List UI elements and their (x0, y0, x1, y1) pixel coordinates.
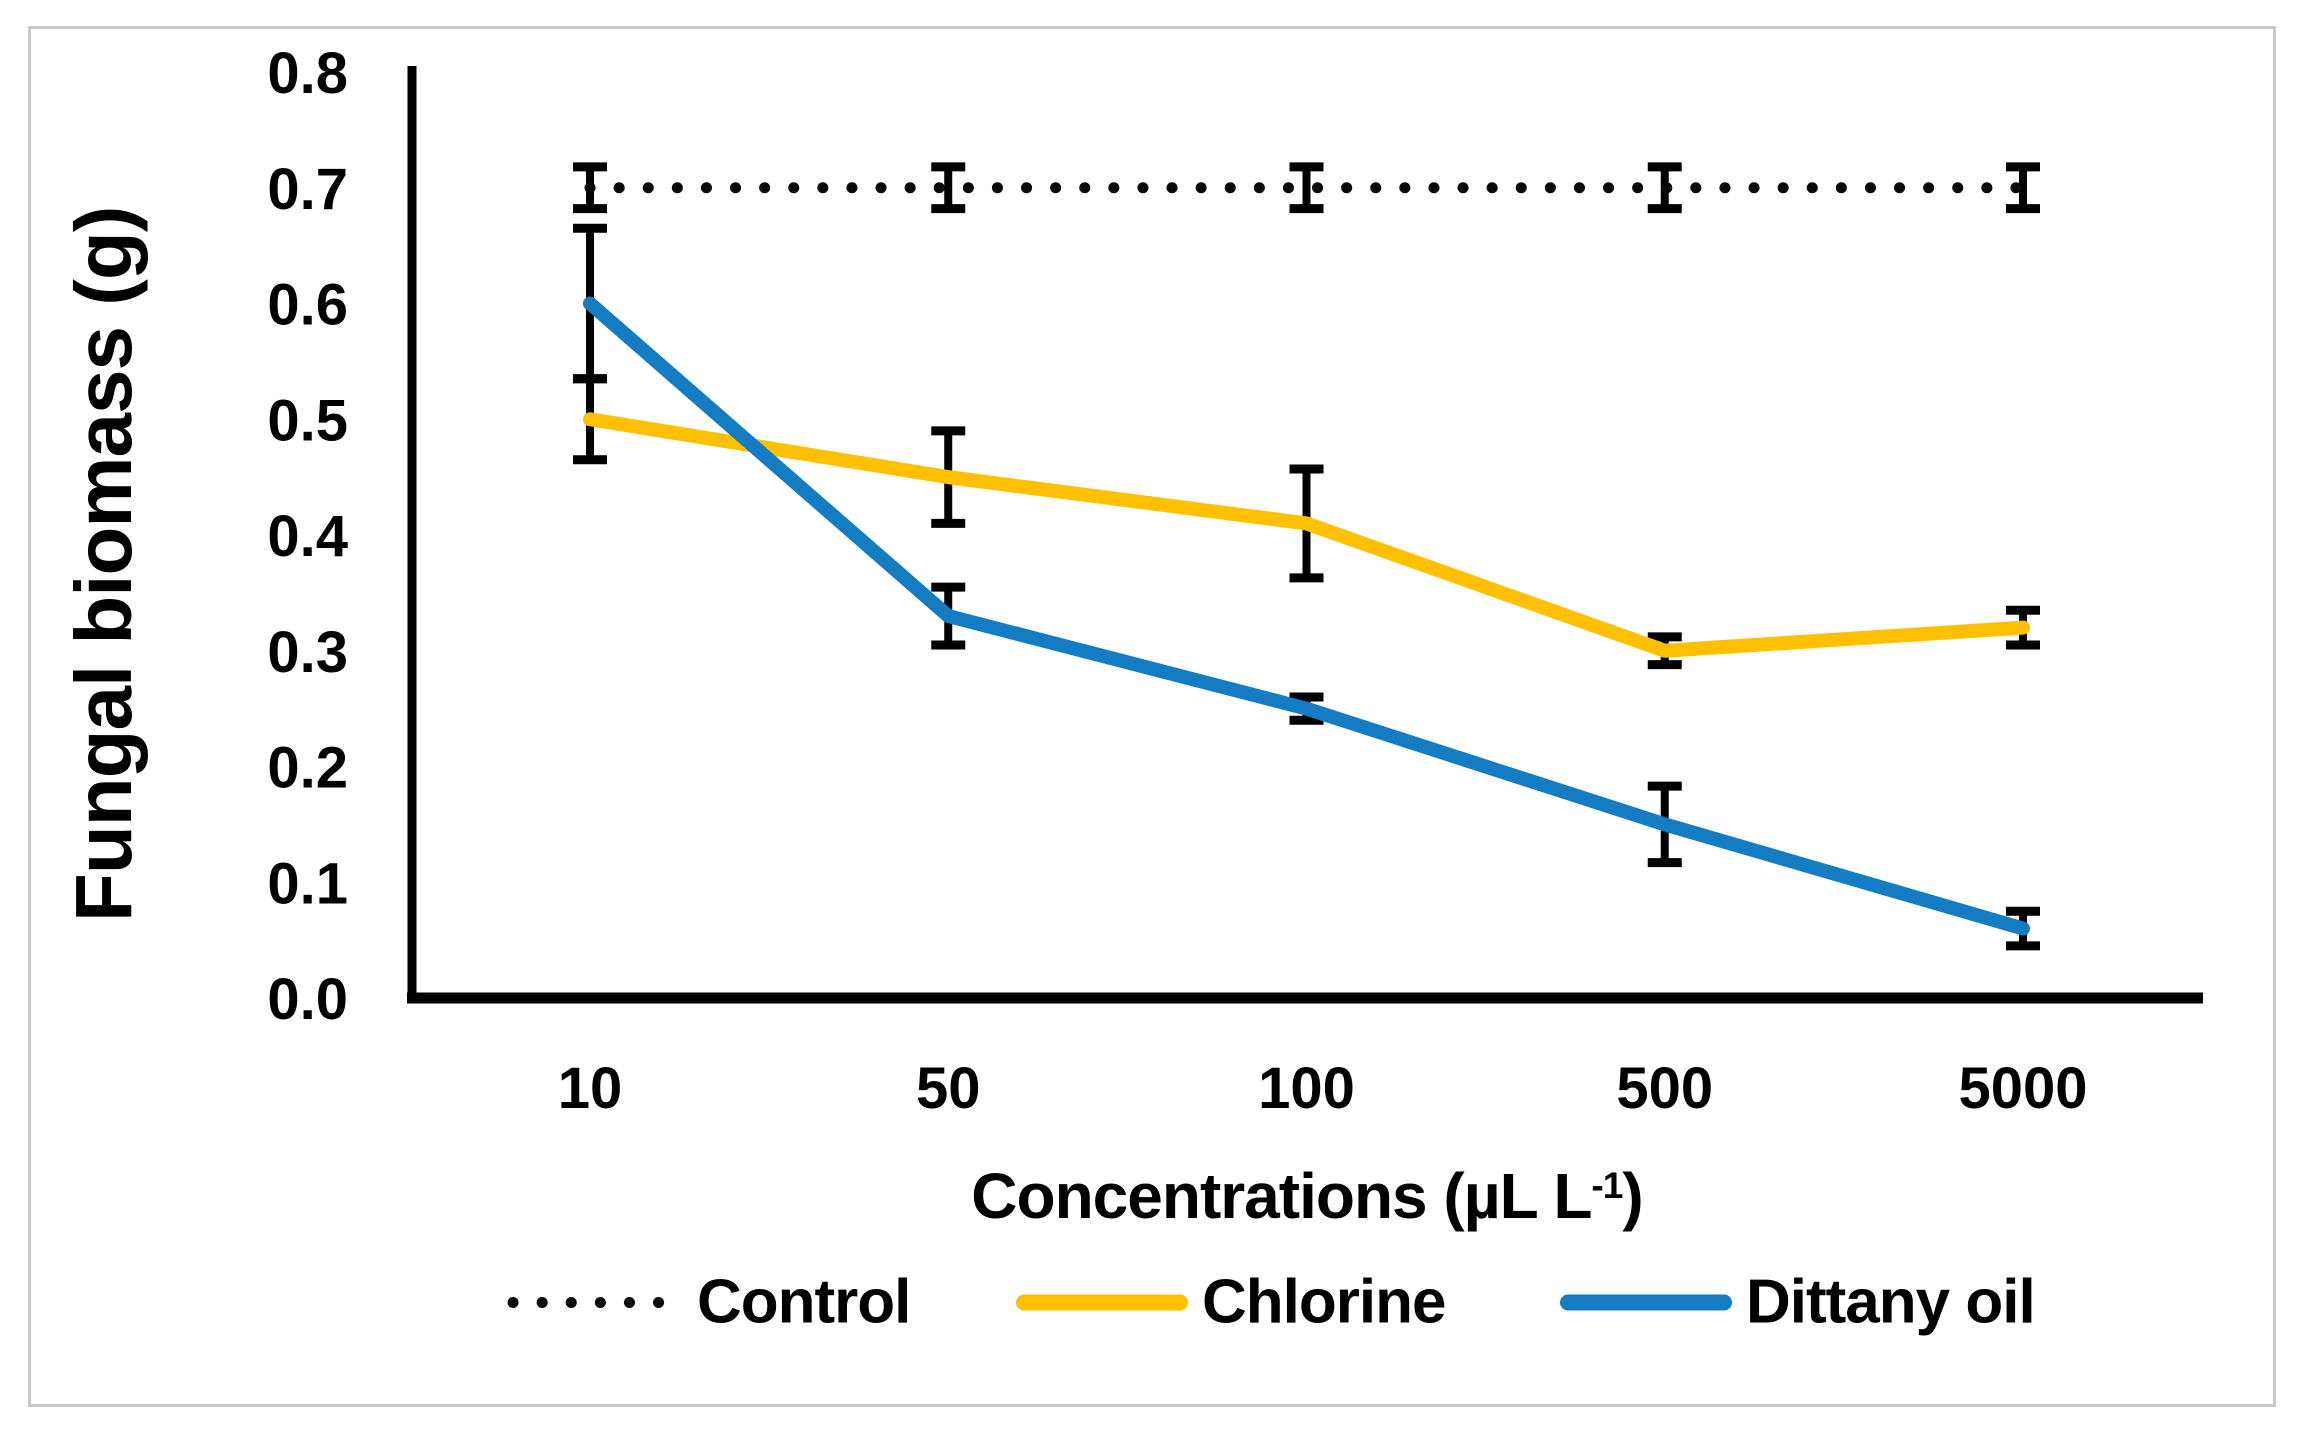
x-axis-title: Concentrations (µL L-1) (971, 1159, 1643, 1233)
x-tick-label: 500 (1616, 1056, 1713, 1121)
legend-item-dittany: Dittany oil (1560, 1267, 2036, 1338)
y-tick-label: 0.2 (267, 736, 348, 801)
dittany-oil-line (583, 296, 2030, 936)
x-tick-label: 5000 (1958, 1056, 2087, 1121)
legend-item-chlorine: Chlorine (1016, 1267, 1446, 1338)
legend-item-control: Control (505, 1267, 911, 1338)
y-tick-label: 0.3 (267, 620, 348, 685)
y-tick-label: 0.1 (267, 851, 348, 916)
x-tick-label: 50 (916, 1056, 981, 1121)
legend-control-line-icon (507, 1296, 681, 1308)
y-tick-label: 0.4 (267, 504, 348, 569)
legend-chlorine-line-icon (1016, 1294, 1188, 1310)
legend-label-control: Control (697, 1267, 911, 1337)
y-tick-label: 0.7 (267, 157, 348, 222)
dittany-oil-error-bars (573, 223, 2040, 951)
x-axis-tick-labels: 10 50 100 500 5000 (558, 1056, 2088, 1121)
y-tick-label: 0.5 (267, 388, 348, 453)
legend-label-dittany: Dittany oil (1746, 1267, 2036, 1337)
chlorine-line (583, 412, 2030, 658)
y-axis-tick-labels: 0.0 0.1 0.2 0.3 0.4 0.5 0.6 0.7 0.8 (267, 41, 348, 1032)
x-tick-label: 100 (1258, 1056, 1355, 1121)
legend-dittany-line-icon (1560, 1294, 1732, 1310)
y-axis-title: Fungal biomass (g) (59, 206, 148, 922)
x-axis-title-superscript: -1 (1591, 1163, 1623, 1206)
y-tick-label: 0.0 (267, 967, 348, 1032)
legend-label-chlorine: Chlorine (1202, 1267, 1446, 1337)
y-tick-label: 0.6 (267, 273, 348, 338)
figure-border (28, 26, 2276, 1407)
x-tick-label: 10 (558, 1056, 623, 1121)
y-tick-label: 0.8 (267, 41, 348, 106)
x-axis-title-base: Concentrations (µL L (971, 1160, 1592, 1232)
x-axis-title-suffix: ) (1622, 1160, 1643, 1232)
